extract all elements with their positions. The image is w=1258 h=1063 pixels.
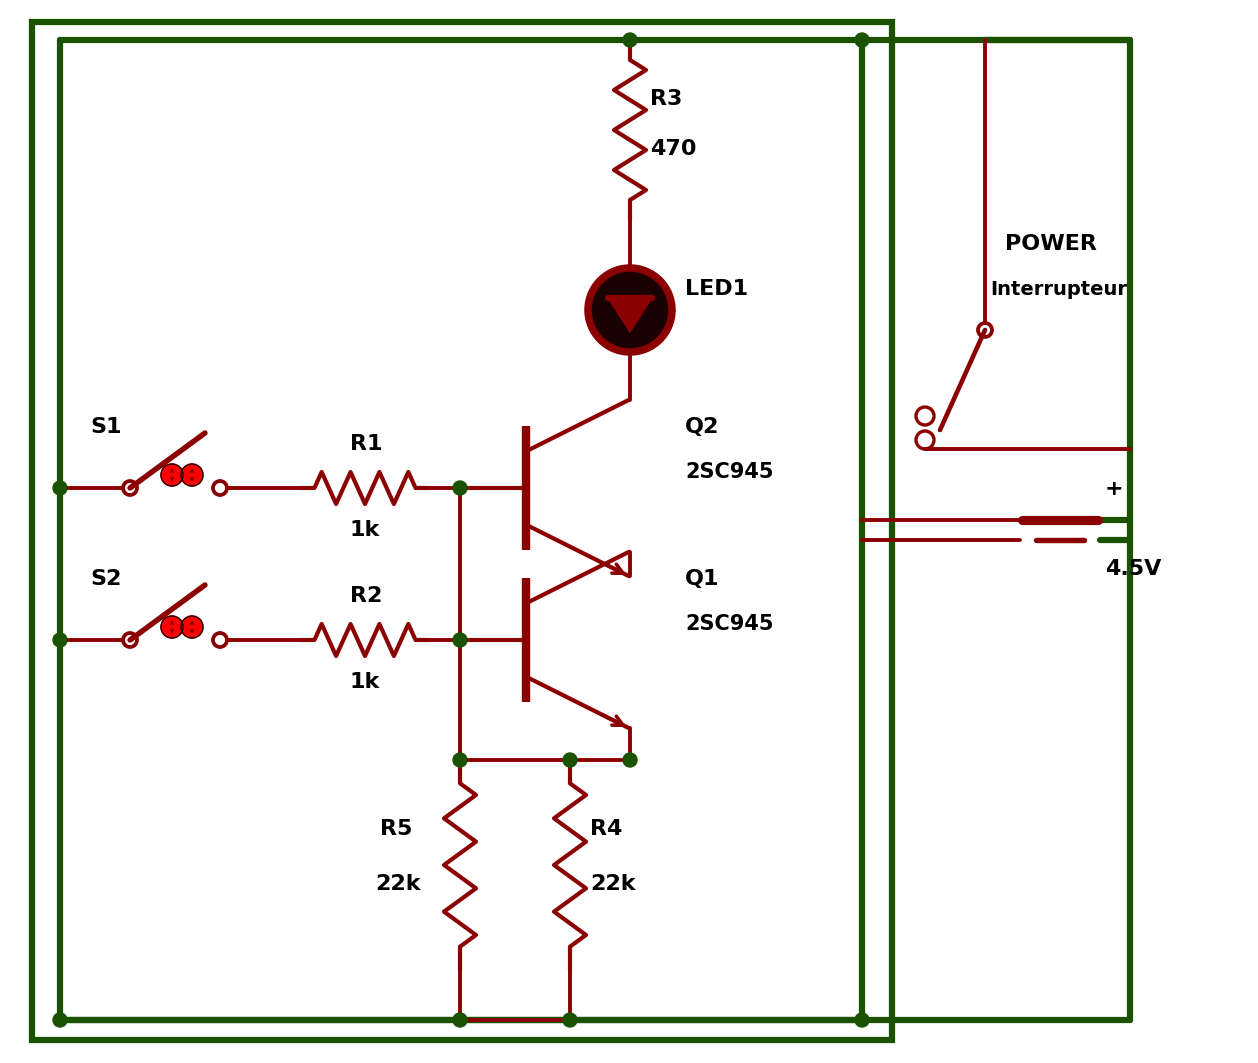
Text: Q1: Q1	[686, 569, 720, 589]
Text: 22k: 22k	[590, 874, 635, 894]
Text: 2SC945: 2SC945	[686, 462, 774, 482]
Circle shape	[181, 465, 203, 486]
Text: 470: 470	[650, 139, 697, 159]
Text: R1: R1	[350, 434, 382, 454]
Circle shape	[453, 480, 467, 495]
Circle shape	[53, 632, 67, 647]
Text: S2: S2	[91, 569, 121, 589]
Circle shape	[855, 1013, 869, 1027]
Text: 1k: 1k	[350, 520, 380, 540]
Text: LED1: LED1	[686, 279, 749, 299]
Circle shape	[453, 753, 467, 767]
Circle shape	[453, 632, 467, 647]
Text: R2: R2	[350, 586, 382, 606]
Circle shape	[564, 1013, 577, 1027]
Text: R3: R3	[650, 89, 682, 109]
Circle shape	[564, 753, 577, 767]
Text: S1: S1	[91, 417, 122, 437]
Polygon shape	[608, 298, 652, 332]
Text: 4.5V: 4.5V	[1105, 559, 1161, 579]
Text: R5: R5	[380, 819, 413, 839]
Circle shape	[53, 480, 67, 495]
Text: Q2: Q2	[686, 417, 720, 437]
Circle shape	[161, 615, 182, 638]
Circle shape	[855, 33, 869, 47]
Circle shape	[623, 753, 637, 767]
Text: 22k: 22k	[375, 874, 420, 894]
Text: 1k: 1k	[350, 672, 380, 692]
Text: POWER: POWER	[1005, 234, 1097, 254]
Text: 2SC945: 2SC945	[686, 614, 774, 634]
Text: +: +	[1105, 479, 1123, 499]
Circle shape	[587, 268, 672, 352]
Text: Interrupteur: Interrupteur	[990, 280, 1127, 299]
Circle shape	[453, 1013, 467, 1027]
Circle shape	[623, 33, 637, 47]
Circle shape	[181, 615, 203, 638]
Text: R4: R4	[590, 819, 623, 839]
Circle shape	[53, 1013, 67, 1027]
Circle shape	[161, 465, 182, 486]
